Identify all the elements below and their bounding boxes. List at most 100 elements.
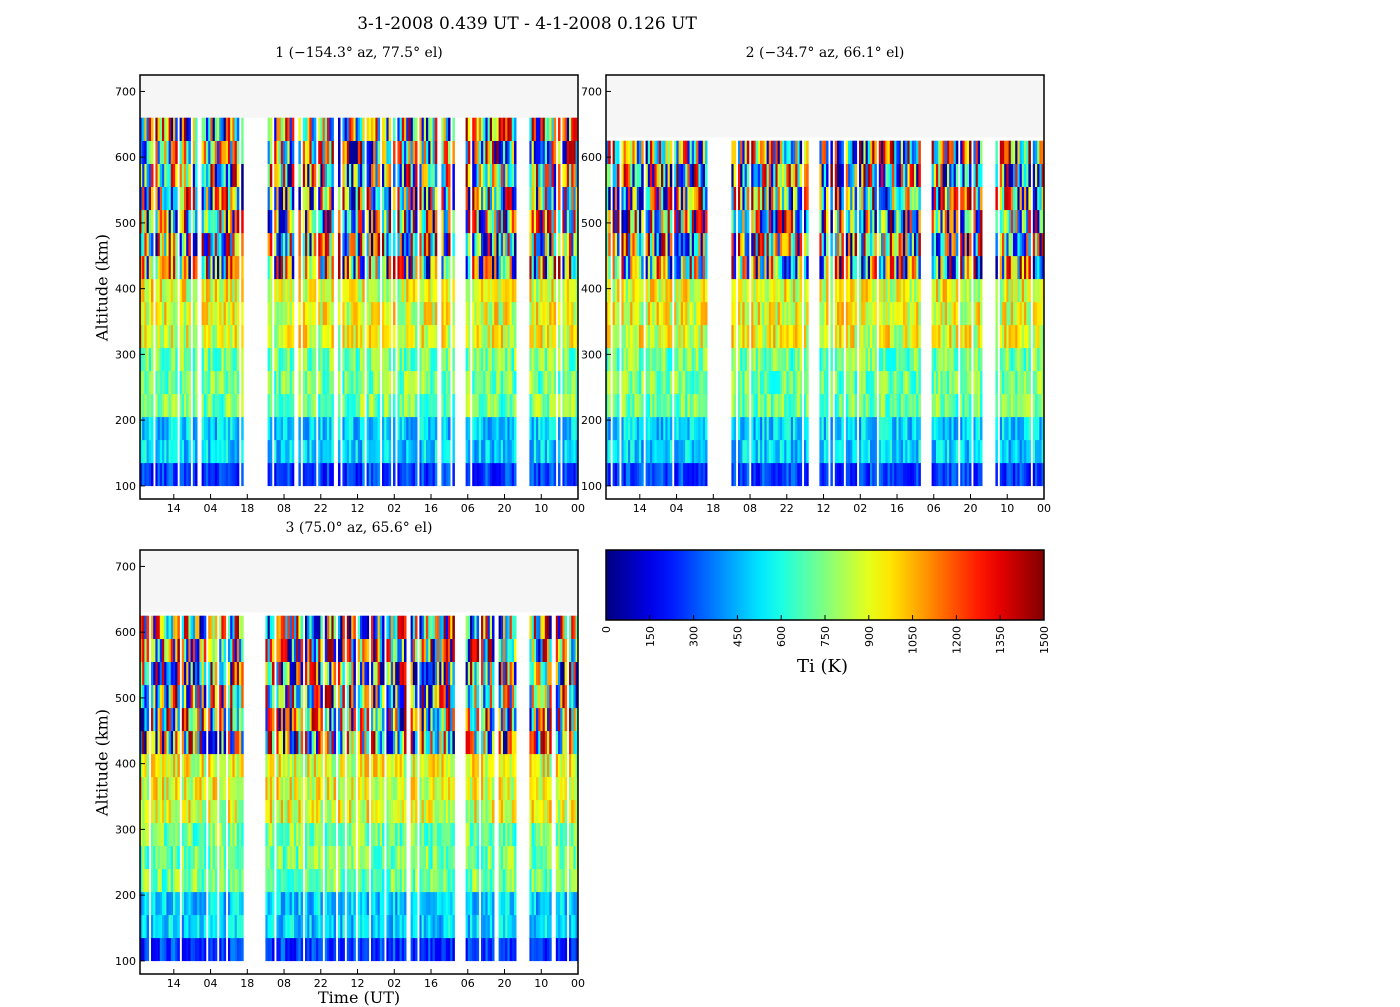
heatmap-cell [274,394,277,417]
heatmap-cell [687,141,690,164]
heatmap-cell [545,256,548,279]
heatmap-cell [976,164,979,187]
heatmap-cell [360,302,363,325]
heatmap-cell [562,141,565,164]
heatmap-cell [276,325,279,348]
heatmap-cell [879,394,882,417]
heatmap-cell [151,463,154,486]
heatmap-cell [905,302,908,325]
heatmap-cell [1011,463,1014,486]
heatmap-cell [202,233,205,256]
heatmap-cell [424,417,427,440]
heatmap-cell [400,417,403,440]
heatmap-cell [573,417,576,440]
heatmap-cell [468,417,471,440]
heatmap-cell [850,233,853,256]
heatmap-cell [861,233,864,256]
heatmap-cell [694,141,697,164]
heatmap-cell [237,440,240,463]
heatmap-cell [1017,394,1020,417]
heatmap-cell [1011,233,1014,256]
heatmap-cell [474,463,477,486]
x-tick-label: 18 [706,502,720,515]
heatmap-cell [543,440,546,463]
heatmap-cell [745,302,748,325]
heatmap-cell [663,141,666,164]
heatmap-cell [430,371,433,394]
heatmap-cell [213,164,216,187]
heatmap-cell [947,417,950,440]
heatmap-cell [171,325,174,348]
heatmap-cell [980,210,983,233]
heatmap-cell [413,302,416,325]
heatmap-cell [305,302,308,325]
heatmap-cell [819,440,822,463]
heatmap-cell [184,279,187,302]
heatmap-cell [696,394,699,417]
heatmap-cell [637,348,640,371]
heatmap-cell [734,210,737,233]
heatmap-cell [632,256,635,279]
heatmap-cell [1004,394,1007,417]
heatmap-cell [492,325,495,348]
heatmap-cell [479,348,482,371]
heatmap-cell [206,256,209,279]
heatmap-cell [797,463,800,486]
heatmap-cell [676,302,679,325]
heatmap-cell [312,348,315,371]
heatmap-cell [804,371,807,394]
heatmap-cell [433,417,436,440]
heatmap-cell [402,440,405,463]
heatmap-cell [995,463,998,486]
heatmap-cell [659,279,662,302]
heatmap-cell [696,302,699,325]
heatmap-cell [164,302,167,325]
heatmap-cell [1000,279,1003,302]
heatmap-cell [422,118,425,141]
heatmap-cell [879,302,882,325]
heatmap-cell [186,256,189,279]
heatmap-cell [771,371,774,394]
heatmap-cell [866,440,869,463]
heatmap-cell [692,394,695,417]
heatmap-cell [569,302,572,325]
heatmap-cell [885,325,888,348]
heatmap-cell [1017,440,1020,463]
heatmap-cell [830,141,833,164]
heatmap-cell [663,279,666,302]
heatmap-cell [160,892,163,915]
heatmap-cell [210,118,213,141]
heatmap-cell [826,210,829,233]
heatmap-cell [290,141,293,164]
heatmap-cell [342,302,345,325]
heatmap-cell [637,279,640,302]
heatmap-cell [195,164,198,187]
heatmap-cell [496,233,499,256]
heatmap-cell [558,440,561,463]
heatmap-cell [554,394,557,417]
heatmap-cell [180,187,183,210]
heatmap-cell [536,141,539,164]
heatmap-cell [292,164,295,187]
heatmap-cell [848,233,851,256]
heatmap-cell [624,233,627,256]
heatmap-cell [204,210,207,233]
heatmap-cell [907,256,910,279]
heatmap-cell [384,371,387,394]
heatmap-cell [268,371,271,394]
heatmap-cell [1037,302,1040,325]
heatmap-cell [419,279,422,302]
heatmap-cell [147,233,150,256]
heatmap-cell [899,233,902,256]
heatmap-cell [298,371,301,394]
heatmap-cell [430,463,433,486]
heatmap-cell [1039,302,1042,325]
heatmap-cell [872,233,875,256]
heatmap-cell [976,302,979,325]
heatmap-cell [703,279,706,302]
heatmap-cell [571,302,574,325]
heatmap-cell [404,233,407,256]
heatmap-cell [630,233,633,256]
heatmap-cell [751,325,754,348]
heatmap-cell [230,302,233,325]
